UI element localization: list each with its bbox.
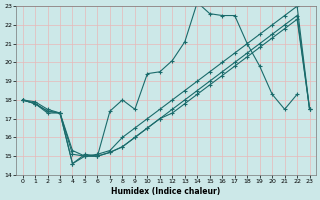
- X-axis label: Humidex (Indice chaleur): Humidex (Indice chaleur): [111, 187, 221, 196]
